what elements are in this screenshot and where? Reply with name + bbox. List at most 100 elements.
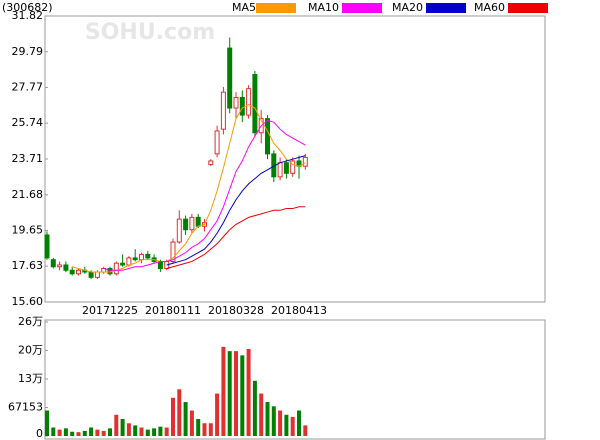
candle-body [145,253,151,259]
volume-bar [227,351,232,436]
candle-body [277,162,283,178]
volume-bar [297,410,301,436]
volume-bar [145,429,150,436]
ma-line [72,103,306,273]
volume-bar [57,429,62,436]
volume-bar [95,429,100,436]
volume-bar [234,351,238,436]
ma-line [103,119,306,271]
y-tick-label: 23.71 [12,152,44,165]
candle-body [44,234,50,259]
candle-body [113,262,119,275]
volume-bar [221,346,226,436]
y-tick-label: 0 [36,427,43,440]
x-tick-label: 20180413 [271,304,327,317]
watermark: SOHU.com [85,20,215,45]
candle-body [290,160,296,174]
candle-body [76,269,81,275]
volume-bar [189,410,194,436]
candle-body [63,264,69,271]
candle-body [233,96,239,109]
legend-swatch [508,3,548,13]
volume-bar [76,432,81,436]
volume-bar [278,410,283,436]
volume-bar [183,402,188,436]
legend-swatch [256,3,296,13]
y-tick-label: 31.82 [12,9,44,22]
candle-body [176,218,182,243]
x-tick-label: 20180111 [145,304,201,317]
volume-bar [89,427,94,436]
candle-body [157,260,163,269]
y-tick-label: 27.77 [12,80,44,93]
candle-body [170,241,176,262]
ma-line [166,155,306,266]
volume-bar [82,430,87,436]
volume-bar [70,431,75,436]
volume-bar [63,428,68,436]
volume-bar [240,355,245,436]
y-tick-label: 67153 [8,401,43,414]
candle-body [302,156,308,167]
volume-bar [202,423,207,436]
volume-bar [164,427,169,436]
candle-body [227,47,233,109]
volume-bar [252,380,257,436]
y-tick-label: 19.65 [12,224,44,237]
volume-bar [152,428,157,436]
y-tick-label: 15.60 [12,295,44,308]
candle-body [139,253,144,261]
ma-line [166,206,306,269]
volume-bar [158,426,163,436]
legend-label: MA20 [392,1,423,14]
candle-body [239,96,245,116]
candle-body [126,257,132,266]
x-tick-label: 20171225 [82,304,138,317]
candle-body [246,88,252,116]
volume-bar [51,427,56,436]
volume-bar [108,428,112,436]
candle-body [189,216,195,231]
candle-body [88,271,94,278]
legend-label: MA5 [232,1,256,14]
legend-label: MA10 [308,1,339,14]
volume-bar [101,430,106,436]
volume-bar [171,397,175,436]
stock-code: (300682) [2,1,53,14]
y-tick-label: 29.79 [12,45,44,58]
volume-bar [45,410,49,436]
volume-bar [139,427,144,436]
y-tick-label: 20万 [18,344,43,357]
legend-label: MA60 [474,1,505,14]
candle-body [252,74,258,134]
candle-body [57,264,63,268]
volume-bar [290,416,295,436]
legend-swatch [426,3,466,13]
volume-bar [177,389,182,436]
volume-bar [284,414,289,436]
candle-body [283,162,289,174]
candle-body [94,271,100,278]
legend-swatch [342,3,382,13]
candle-body [120,262,126,266]
volume-bar [246,348,251,436]
volume-bar [215,393,220,436]
volume-bar [114,414,119,436]
y-tick-label: 13万 [18,372,43,385]
y-tick-label: 26万 [18,315,43,328]
volume-bar [133,425,138,436]
candle-body [265,118,270,155]
candle-body [195,216,201,227]
candle-body [132,257,138,261]
volume-bar [265,402,270,436]
y-tick-label: 21.68 [12,188,44,201]
volume-bar [271,406,276,436]
candle-body [208,160,214,165]
volume-bar [208,423,213,436]
candle-body [220,91,226,130]
volume-bar [126,423,131,436]
volume-bar [259,393,264,436]
volume-frame [44,319,546,440]
